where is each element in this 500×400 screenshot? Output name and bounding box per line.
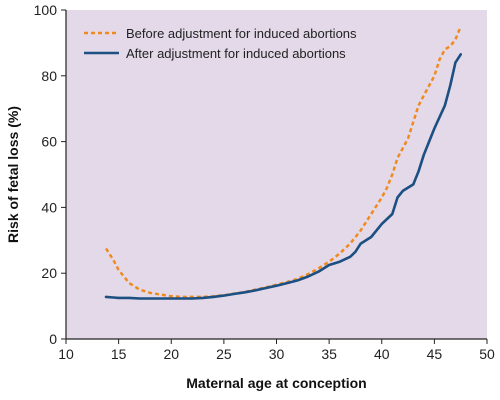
x-tick-label: 45 (427, 346, 443, 362)
series-layer (104, 25, 463, 300)
x-tick-label: 20 (163, 346, 179, 362)
series-line-after-adjustment (104, 53, 463, 300)
y-tick-label: 20 (41, 265, 57, 281)
x-tick-label: 50 (479, 346, 495, 362)
y-axis-title: Risk of fetal loss (%) (5, 106, 21, 243)
x-tick-label: 15 (111, 346, 127, 362)
y-tick-label: 0 (49, 331, 57, 347)
legend: Before adjustment for induced abortions A… (84, 26, 357, 61)
y-tick-label: 80 (41, 68, 57, 84)
x-tick-label: 40 (374, 346, 390, 362)
x-axis-title: Maternal age at conception (186, 375, 366, 391)
ticks-layer: 10 15 20 25 30 35 40 45 50 0 20 40 60 80 100 (34, 2, 495, 362)
legend-label: Before adjustment for induced abortions (126, 26, 357, 41)
y-tick-label: 40 (41, 199, 57, 215)
y-tick-label: 60 (41, 134, 57, 150)
y-tick-label: 100 (34, 2, 58, 18)
x-tick-label: 25 (216, 346, 232, 362)
series-line-before-adjustment (104, 25, 462, 299)
x-tick-label: 30 (269, 346, 285, 362)
x-tick-label: 10 (58, 346, 74, 362)
x-tick-label: 35 (321, 346, 337, 362)
legend-label: After adjustment for induced abortions (126, 46, 346, 61)
